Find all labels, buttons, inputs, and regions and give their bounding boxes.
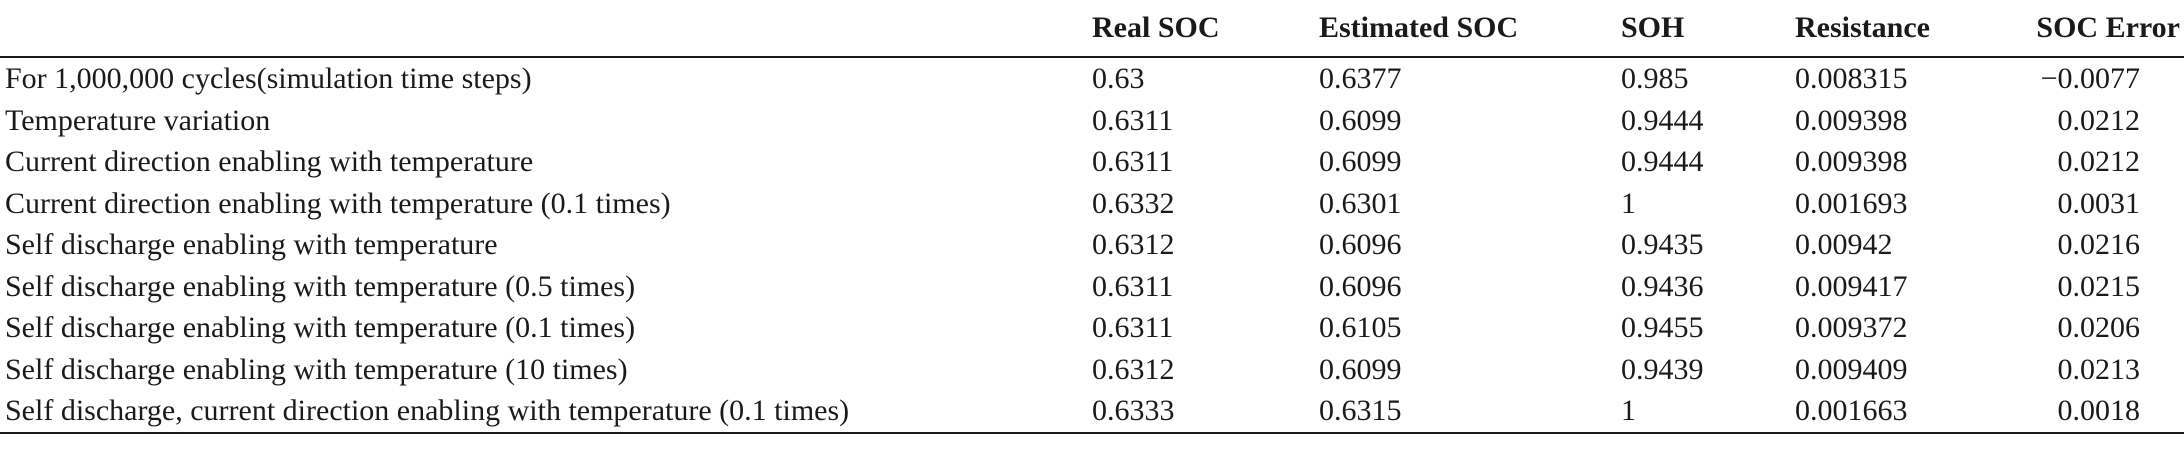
cell-resistance: 0.001693 [1795, 186, 1908, 220]
cell-soc-error: 0.0031 [2057, 186, 2141, 220]
header-row-label [0, 0, 1092, 58]
cell-estimated-soc: 0.6315 [1319, 390, 1621, 434]
cell-soc-error: 0.0206 [2057, 311, 2141, 344]
cell-estimated-soc: 0.6096 [1319, 228, 1402, 261]
cell-resistance: 0.00942 [1795, 228, 1893, 261]
header-soc-error: SOC Error [2019, 0, 2184, 58]
row-label: Self discharge enabling with temperature… [5, 269, 636, 303]
cell-estimated-soc: 0.6377 [1319, 62, 1402, 95]
cell-real-soc: 0.6312 [1092, 228, 1175, 261]
cell-soh: 0.9435 [1621, 228, 1704, 261]
table-row: Self discharge enabling with temperature… [0, 349, 2184, 391]
cell-soc-error: 0.0212 [2057, 145, 2141, 178]
cell-real-soc: 0.6311 [1092, 103, 1174, 137]
cell-soc-error: 0.0212 [2057, 103, 2141, 137]
cell-real-soc: 0.6332 [1092, 186, 1175, 220]
cell-estimated-soc: 0.6099 [1319, 352, 1402, 386]
cell-real-soc: 0.6312 [1092, 352, 1175, 386]
cell-estimated-soc: 0.6301 [1319, 186, 1402, 220]
results-table-container: Real SOC Estimated SOC SOH Resistance SO… [0, 0, 2184, 434]
cell-resistance: 0.009398 [1795, 103, 1908, 137]
cell-resistance: 0.008315 [1795, 62, 1908, 95]
table-row: Self discharge enabling with temperature… [0, 224, 2184, 266]
cell-estimated-soc: 0.6099 [1319, 145, 1402, 178]
cell-soh: 0.9439 [1621, 352, 1704, 386]
row-label: Self discharge enabling with temperature… [5, 311, 636, 344]
cell-resistance: 0.009409 [1795, 352, 1908, 386]
cell-resistance: 0.001663 [1795, 390, 2019, 434]
cell-soh: 0.9455 [1621, 311, 1704, 344]
table-row: Temperature variation 0.6311 0.6099 0.94… [0, 100, 2184, 142]
row-label: Self discharge, current direction enabli… [0, 390, 1092, 434]
cell-estimated-soc: 0.6099 [1319, 103, 1402, 137]
row-label: Current direction enabling with temperat… [5, 145, 534, 178]
cell-resistance: 0.009417 [1795, 269, 1908, 303]
table-row: Current direction enabling with temperat… [0, 183, 2184, 225]
row-label: Self discharge enabling with temperature… [5, 352, 628, 386]
cell-resistance: 0.009372 [1795, 311, 1908, 344]
cell-soc-error: 0.0213 [2057, 352, 2141, 386]
cell-soh: 1 [1621, 186, 1636, 220]
cell-estimated-soc: 0.6096 [1319, 269, 1402, 303]
cell-soc-error: 0.0018 [2019, 390, 2184, 434]
table-body: For 1,000,000 cycles(simulation time ste… [0, 57, 2184, 434]
cell-soh: 0.985 [1621, 62, 1689, 95]
cell-real-soc: 0.6311 [1092, 311, 1174, 344]
table-row: Self discharge enabling with temperature… [0, 266, 2184, 308]
table-header: Real SOC Estimated SOC SOH Resistance SO… [0, 0, 2184, 58]
results-table: Real SOC Estimated SOC SOH Resistance SO… [0, 0, 2184, 434]
table-row: Self discharge enabling with temperature… [0, 307, 2184, 349]
header-real-soc: Real SOC [1092, 0, 1319, 58]
cell-real-soc: 0.6333 [1092, 390, 1319, 434]
row-label: Self discharge enabling with temperature [5, 228, 498, 261]
header-resistance: Resistance [1795, 0, 2019, 58]
cell-resistance: 0.009398 [1795, 145, 1908, 178]
cell-soh: 0.9444 [1621, 103, 1704, 137]
row-label: Temperature variation [5, 103, 271, 137]
header-row: Real SOC Estimated SOC SOH Resistance SO… [0, 0, 2184, 58]
cell-real-soc: 0.63 [1092, 62, 1145, 95]
cell-soc-error: 0.0215 [2057, 269, 2141, 303]
table-row: For 1,000,000 cycles(simulation time ste… [0, 57, 2184, 100]
table-row: Current direction enabling with temperat… [0, 141, 2184, 183]
header-soh: SOH [1621, 0, 1795, 58]
header-estimated-soc: Estimated SOC [1319, 0, 1621, 58]
row-label: Current direction enabling with temperat… [5, 186, 671, 220]
cell-real-soc: 0.6311 [1092, 269, 1174, 303]
table-row: Self discharge, current direction enabli… [0, 390, 2184, 434]
cell-estimated-soc: 0.6105 [1319, 311, 1402, 344]
cell-soh: 1 [1621, 390, 1795, 434]
cell-soh: 0.9444 [1621, 145, 1704, 178]
cell-soh: 0.9436 [1621, 269, 1704, 303]
cell-soc-error: −0.0077 [2040, 62, 2140, 95]
cell-soc-error: 0.0216 [2057, 228, 2141, 261]
row-label: For 1,000,000 cycles(simulation time ste… [5, 62, 532, 95]
cell-real-soc: 0.6311 [1092, 145, 1174, 178]
